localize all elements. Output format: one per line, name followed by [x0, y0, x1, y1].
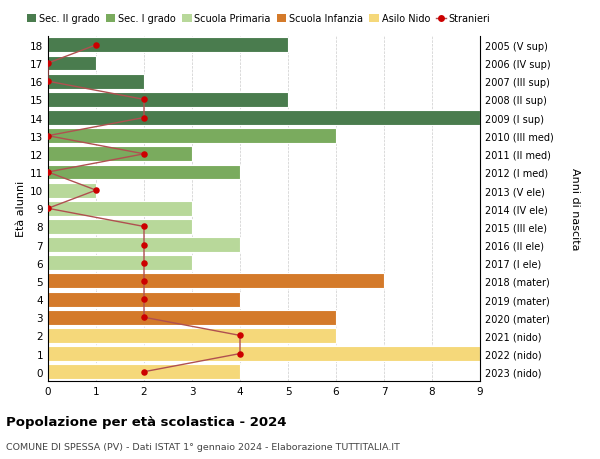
Bar: [48, 274, 384, 289]
Point: [235, 350, 245, 358]
Text: COMUNE DI SPESSA (PV) - Dati ISTAT 1° gennaio 2024 - Elaborazione TUTTITALIA.IT: COMUNE DI SPESSA (PV) - Dati ISTAT 1° ge…: [6, 442, 400, 451]
Point: [139, 151, 149, 158]
Bar: [48, 364, 240, 379]
Y-axis label: Anni di nascita: Anni di nascita: [570, 168, 580, 250]
Bar: [48, 219, 192, 235]
Bar: [48, 202, 192, 216]
Bar: [48, 56, 96, 71]
Point: [139, 259, 149, 267]
Point: [139, 314, 149, 321]
Bar: [48, 129, 336, 144]
Point: [235, 332, 245, 339]
Bar: [48, 310, 336, 325]
Bar: [48, 111, 480, 126]
Point: [43, 133, 53, 140]
Point: [139, 296, 149, 303]
Bar: [48, 347, 480, 361]
Text: Popolazione per età scolastica - 2024: Popolazione per età scolastica - 2024: [6, 415, 287, 428]
Bar: [48, 328, 336, 343]
Y-axis label: Età alunni: Età alunni: [16, 181, 26, 237]
Legend: Sec. II grado, Sec. I grado, Scuola Primaria, Scuola Infanzia, Asilo Nido, Stran: Sec. II grado, Sec. I grado, Scuola Prim…: [23, 11, 494, 28]
Point: [43, 169, 53, 176]
Point: [139, 241, 149, 249]
Point: [139, 368, 149, 375]
Bar: [48, 256, 192, 271]
Bar: [48, 165, 240, 180]
Point: [43, 205, 53, 213]
Bar: [48, 183, 96, 198]
Bar: [48, 147, 192, 162]
Point: [139, 96, 149, 104]
Bar: [48, 74, 144, 90]
Bar: [48, 93, 288, 107]
Bar: [48, 39, 288, 53]
Bar: [48, 238, 240, 252]
Bar: [48, 292, 240, 307]
Point: [91, 187, 101, 195]
Point: [139, 223, 149, 230]
Point: [139, 115, 149, 122]
Point: [43, 60, 53, 67]
Point: [43, 78, 53, 86]
Point: [91, 42, 101, 50]
Point: [139, 278, 149, 285]
